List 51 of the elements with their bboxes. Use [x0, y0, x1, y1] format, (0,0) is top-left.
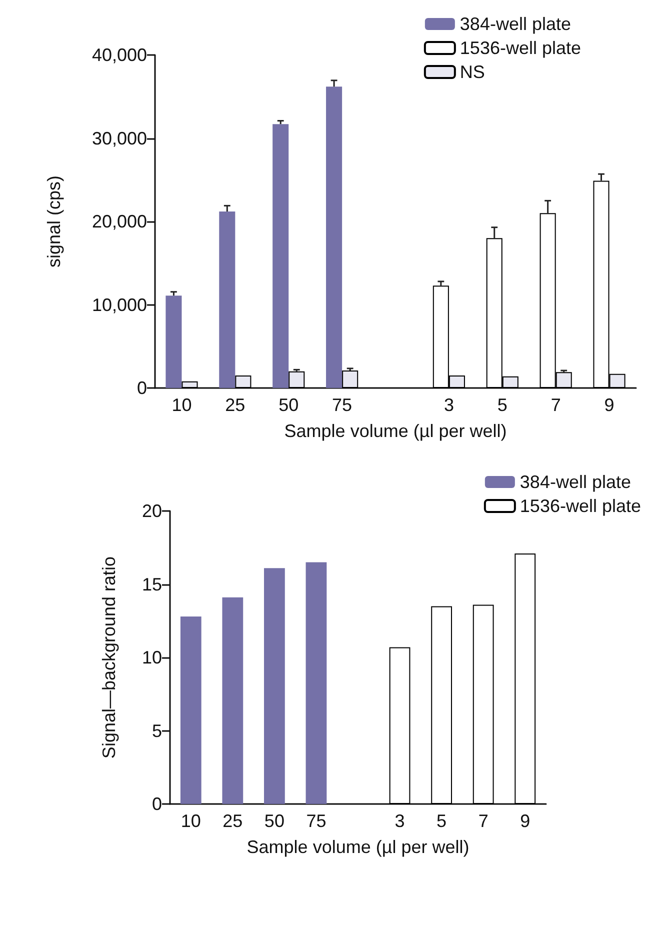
- x-tick-label: 7: [550, 395, 561, 415]
- y-tick-label: 0: [136, 378, 147, 398]
- bar: [514, 553, 536, 804]
- x-tick-label: 75: [306, 811, 326, 831]
- bar: [182, 381, 198, 388]
- y-tick-label: 10: [142, 648, 162, 668]
- y-tick-label: 20,000: [92, 212, 147, 232]
- bar: [389, 647, 410, 804]
- x-tick-label: 75: [332, 395, 352, 415]
- y-tick-label: 0: [152, 794, 162, 814]
- bar: [235, 376, 252, 388]
- legend-label: 384-well plate: [460, 14, 571, 34]
- x-tick-label: 5: [497, 395, 508, 415]
- bar: [431, 606, 452, 804]
- y-tick-label: 20: [142, 501, 162, 521]
- legend-label: 1536-well plate: [460, 38, 581, 58]
- bar: [342, 370, 358, 388]
- x-tick-label: 5: [436, 811, 447, 831]
- x-axis-title: Sample volume (µl per well): [246, 837, 470, 857]
- x-tick-label: 25: [222, 811, 243, 831]
- x-tick-label: 3: [394, 811, 405, 831]
- bar: [288, 371, 305, 388]
- bar: [272, 124, 289, 388]
- bar: [222, 597, 244, 804]
- y-tick-label: 10,000: [92, 294, 147, 315]
- y-tick-label: 5: [152, 720, 162, 741]
- bar: [472, 604, 494, 804]
- x-tick-label: 50: [278, 395, 299, 415]
- bar: [219, 212, 236, 388]
- x-tick-label: 7: [478, 811, 488, 831]
- y-axis-title: signal (cps): [44, 175, 64, 268]
- y-tick-label: 40,000: [92, 45, 147, 65]
- legend-label: NS: [460, 62, 485, 82]
- x-tick-label: 3: [444, 395, 454, 415]
- x-axis-title: Sample volume (µl per well): [284, 421, 507, 441]
- legend-label: 384-well plate: [520, 472, 631, 492]
- y-tick-label: 15: [142, 574, 162, 594]
- bar: [166, 296, 182, 388]
- x-tick-label: 9: [520, 811, 530, 831]
- legend-label: 1536-well plate: [520, 496, 641, 516]
- x-tick-label: 10: [180, 811, 201, 831]
- x-tick-label: 25: [225, 395, 246, 415]
- bar: [264, 568, 285, 804]
- bar: [180, 616, 202, 804]
- x-tick-label: 10: [172, 395, 192, 415]
- y-axis-title: Signal—background ratio: [99, 556, 119, 759]
- bar: [326, 86, 342, 388]
- bar: [306, 562, 327, 804]
- x-tick-label: 9: [604, 395, 614, 415]
- x-tick-label: 50: [264, 811, 284, 831]
- y-tick-label: 30,000: [92, 128, 147, 148]
